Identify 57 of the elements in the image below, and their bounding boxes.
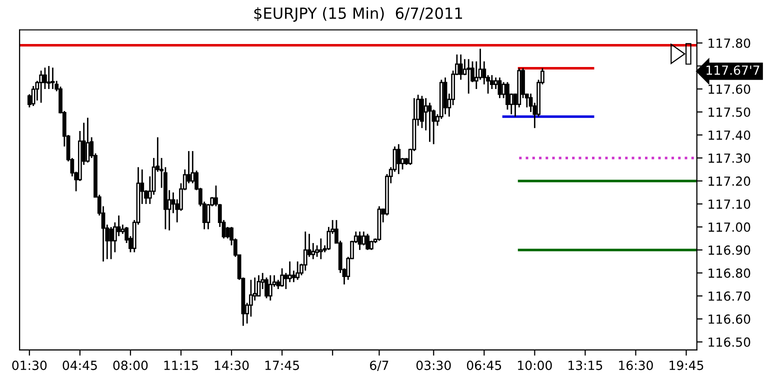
y-tick-label: 116.60 [708,314,750,324]
y-tick-label: 117.20 [708,176,750,186]
x-tick-label: 17:45 [265,360,299,370]
y-tick-label: 117.10 [708,199,750,209]
candlestick [506,81,510,110]
y-tick-label: 116.90 [708,245,750,255]
candlestick [458,54,463,80]
candlestick [466,58,471,94]
x-tick-label: 16:30 [619,360,653,370]
x-tick-label: 19:45 [670,360,704,370]
candlestick [31,85,36,107]
candlestick [50,66,55,90]
x-tick-label: 03:30 [416,360,451,370]
y-tick-label: 117.50 [708,107,750,117]
candlestick [311,242,316,260]
candlestick [39,70,44,104]
candlestick [318,238,323,260]
candlestick [428,102,432,143]
x-tick-label: 01:30 [12,360,47,370]
candlestick [396,143,401,175]
candlestick [280,268,284,288]
y-tick-label: 117.40 [708,130,750,140]
y-tick-label: 116.80 [708,268,750,278]
y-tick-label: 116.70 [708,291,750,301]
candlestick [366,233,370,251]
candlestick [264,276,268,299]
candlestick [268,274,272,302]
candlestick [420,95,424,129]
y-tick-label: 117.00 [708,222,750,232]
y-tick-label: 116.50 [708,337,750,347]
x-tick-label: 10:00 [518,360,552,370]
x-tick-label: 11:15 [164,360,198,370]
candlestick [288,260,292,283]
candlestick [490,74,494,90]
candlestick [358,230,362,251]
y-tick-label: 117.80 [708,38,750,48]
x-tick-label: 04:45 [62,360,97,370]
candlestick [109,226,113,260]
candlestick [86,117,90,164]
x-tick-label: 06:45 [466,360,502,370]
x-tick-label: 08:00 [113,360,148,370]
candlestick [284,272,288,290]
candlestick [46,65,51,90]
candlestick [256,274,261,297]
text: 117.67'7 [706,65,760,75]
candlestick [498,76,502,99]
candlestick [296,260,300,281]
x-tick-label: 6/7 [370,360,388,372]
chart-title: $EURJPY (15 Min) 6/7/2011 [254,7,462,22]
candlestick [43,66,47,90]
x-tick-label: 13:15 [568,360,602,370]
candlestick [362,230,366,246]
candlestick [303,230,308,272]
y-tick-label: 117.30 [708,153,750,163]
x-tick-label: 14:30 [214,360,249,370]
y-tick-label: 117.60 [708,84,750,94]
candlestick [292,270,296,283]
